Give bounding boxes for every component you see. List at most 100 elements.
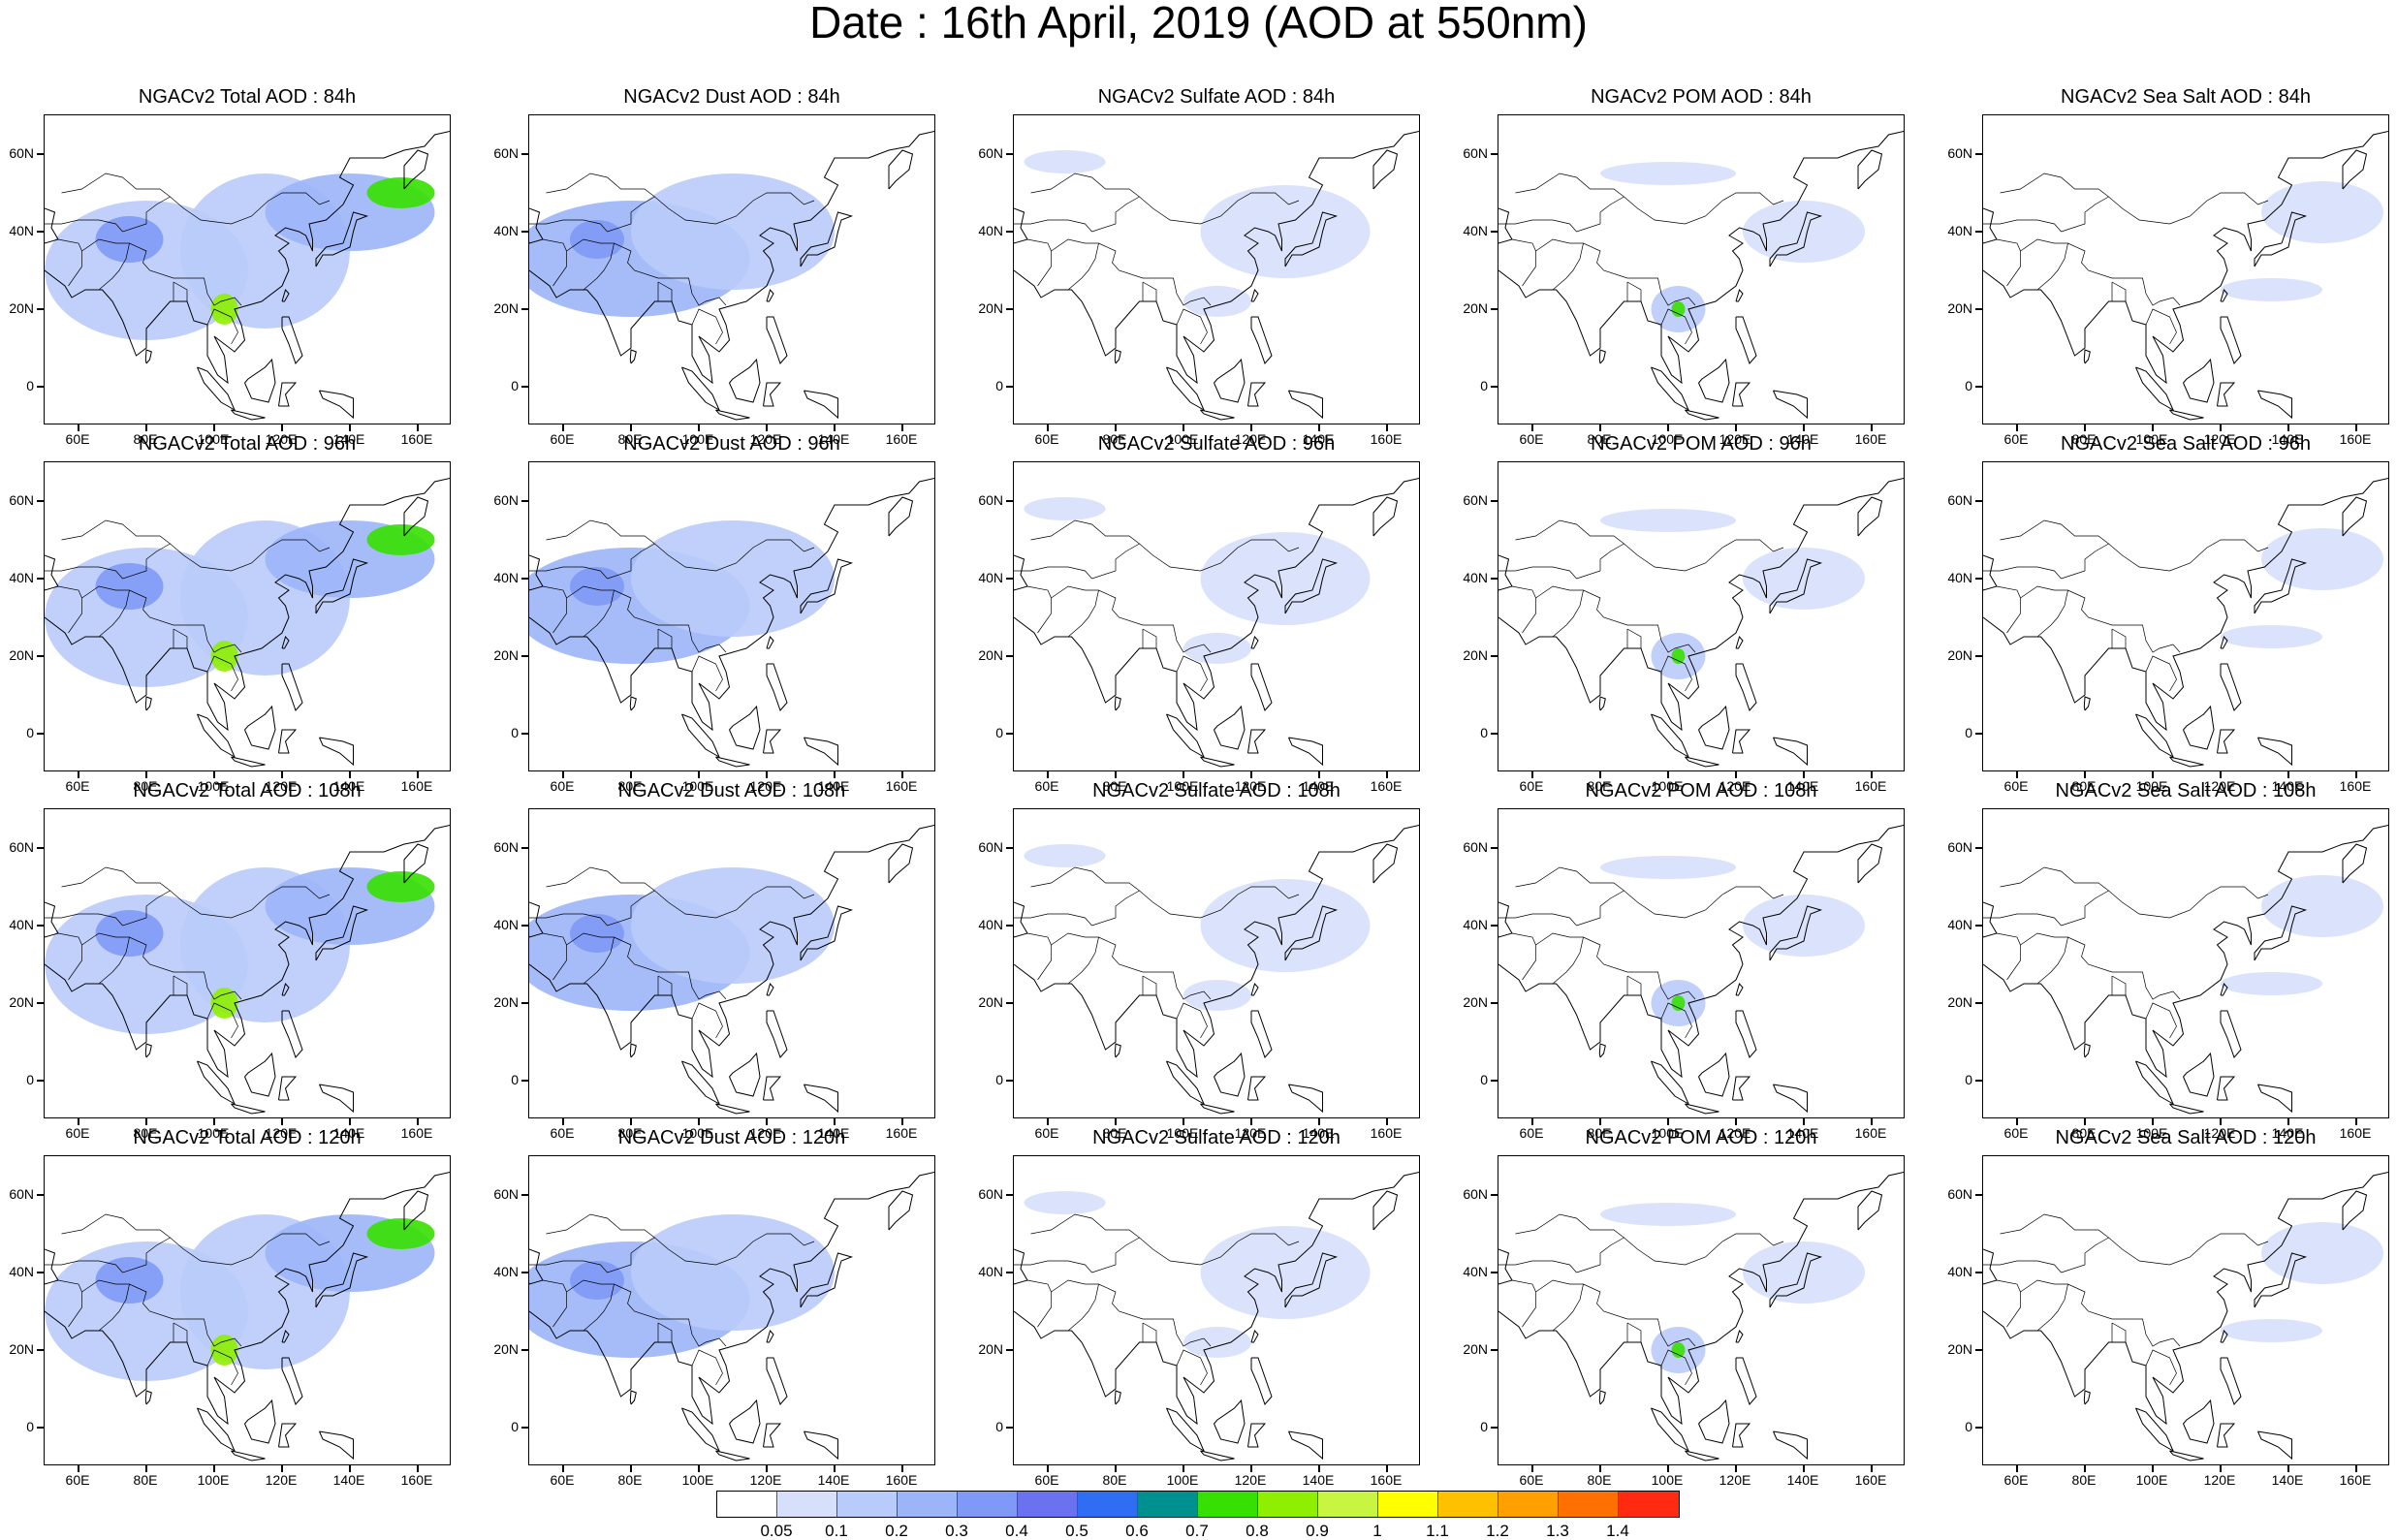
lon-tick-label: 140E bbox=[2271, 778, 2304, 794]
lat-tick-label: 20N bbox=[978, 647, 1003, 663]
aod-plume bbox=[1183, 980, 1251, 1011]
panel-title: NGACv2 Sea Salt AOD : 120h bbox=[2055, 1127, 2317, 1148]
lat-tick-mark bbox=[521, 1080, 528, 1082]
coastline bbox=[800, 905, 854, 961]
coastline bbox=[2257, 390, 2292, 420]
coastline bbox=[546, 1213, 655, 1239]
lon-tick-mark bbox=[1250, 1465, 1252, 1472]
lon-tick-mark bbox=[766, 424, 768, 431]
lon-tick-mark bbox=[630, 771, 632, 778]
lat-tick-label: 20N bbox=[493, 300, 519, 316]
coastline bbox=[1685, 756, 1719, 768]
lon-tick-mark bbox=[1318, 771, 1320, 778]
lon-tick-label: 120E bbox=[2203, 1472, 2236, 1488]
lon-tick-mark bbox=[1871, 1465, 1873, 1472]
coastline bbox=[1250, 1329, 1259, 1343]
lon-tick-mark bbox=[1667, 424, 1669, 431]
lon-tick-label: 120E bbox=[749, 431, 782, 447]
lon-tick-label: 80E bbox=[133, 1472, 158, 1488]
coastline bbox=[197, 713, 237, 759]
coastline bbox=[888, 843, 914, 884]
lat-tick-mark bbox=[521, 153, 528, 155]
lat-tick-mark bbox=[37, 1427, 44, 1429]
coastline bbox=[766, 982, 774, 996]
coastline bbox=[1250, 663, 1273, 711]
coastline bbox=[144, 696, 152, 711]
coastline bbox=[1247, 1423, 1267, 1448]
lon-tick-mark bbox=[766, 1465, 768, 1472]
coastline bbox=[1067, 936, 1099, 985]
lat-tick-label: 0 bbox=[1480, 725, 1488, 740]
colorbar-swatch bbox=[1378, 1492, 1438, 1517]
aod-plume bbox=[631, 173, 835, 290]
coastline bbox=[2217, 1076, 2236, 1101]
lat-tick-mark bbox=[1006, 386, 1013, 388]
coastline bbox=[1857, 1190, 1883, 1231]
lon-tick-label: 80E bbox=[1102, 778, 1127, 794]
coastline bbox=[2220, 663, 2242, 711]
lon-tick-label: 160E bbox=[1854, 1472, 1887, 1488]
lon-tick-mark bbox=[630, 1118, 632, 1125]
lat-tick-mark bbox=[521, 1272, 528, 1273]
lon-tick-mark bbox=[901, 424, 903, 431]
lat-tick-mark bbox=[1491, 231, 1498, 233]
coastline bbox=[2254, 558, 2308, 614]
lon-tick-label: 140E bbox=[1302, 1472, 1335, 1488]
aod-plume bbox=[1743, 201, 1865, 263]
lat-tick-mark bbox=[1975, 500, 1982, 502]
aod-plume bbox=[570, 1261, 624, 1300]
coastline bbox=[529, 1260, 608, 1273]
coastline bbox=[1014, 219, 1092, 233]
lon-tick-label: 120E bbox=[1719, 431, 1751, 447]
lat-tick-mark bbox=[1975, 1194, 1982, 1196]
coastline bbox=[763, 1423, 782, 1448]
coastline bbox=[2061, 539, 2269, 580]
lon-tick-mark bbox=[78, 1465, 79, 1472]
coastline bbox=[715, 1103, 750, 1115]
aod-plume bbox=[1024, 1191, 1106, 1214]
lat-tick-label: 20N bbox=[1947, 300, 1972, 316]
lat-tick-mark bbox=[37, 308, 44, 310]
coastline bbox=[278, 382, 298, 407]
lon-tick-mark bbox=[834, 1465, 836, 1472]
lat-tick-mark bbox=[1975, 1427, 1982, 1429]
coastline bbox=[542, 585, 567, 634]
coastline bbox=[529, 219, 608, 233]
lat-tick-label: 0 bbox=[995, 378, 1003, 393]
lat-tick-label: 40N bbox=[493, 223, 519, 238]
coastline bbox=[1498, 207, 1513, 244]
map-plot bbox=[1498, 808, 1905, 1118]
coastline bbox=[57, 238, 82, 287]
lon-tick-mark bbox=[698, 424, 700, 431]
lat-tick-label: 20N bbox=[978, 300, 1003, 316]
coastline bbox=[2257, 737, 2292, 767]
lat-tick-mark bbox=[1491, 1194, 1498, 1196]
coastline bbox=[2000, 1213, 2109, 1239]
coastline bbox=[98, 1283, 130, 1332]
lat-tick-mark bbox=[37, 231, 44, 233]
lon-tick-label: 120E bbox=[1234, 1472, 1267, 1488]
lat-tick-mark bbox=[1006, 1002, 1013, 1004]
coastline bbox=[657, 281, 673, 302]
coastline bbox=[607, 886, 815, 927]
coastline bbox=[231, 409, 266, 421]
aod-plume bbox=[95, 216, 164, 263]
lon-tick-label: 120E bbox=[749, 1125, 782, 1141]
coastline bbox=[206, 655, 238, 692]
coastline bbox=[1014, 1260, 1092, 1273]
lon-tick-mark bbox=[2287, 424, 2289, 431]
lon-tick-mark bbox=[698, 1465, 700, 1472]
coastline bbox=[1067, 589, 1099, 638]
map-panel: NGACv2 Total AOD : 120h 60N 40N 20N 0 60E 80E 1… bbox=[9, 1127, 451, 1487]
aod-map bbox=[529, 1171, 934, 1461]
lon-tick-label: 140E bbox=[1302, 778, 1335, 794]
lat-tick-mark bbox=[1006, 925, 1013, 927]
coastline bbox=[1014, 554, 1028, 591]
coastline bbox=[278, 1423, 298, 1448]
lon-tick-label: 60E bbox=[2003, 1125, 2029, 1141]
colorbar-swatch bbox=[1198, 1492, 1258, 1517]
lon-tick-label: 140E bbox=[1302, 1125, 1335, 1141]
lon-tick-label: 160E bbox=[400, 1472, 433, 1488]
coastline bbox=[122, 192, 331, 233]
coastline bbox=[1247, 729, 1267, 754]
